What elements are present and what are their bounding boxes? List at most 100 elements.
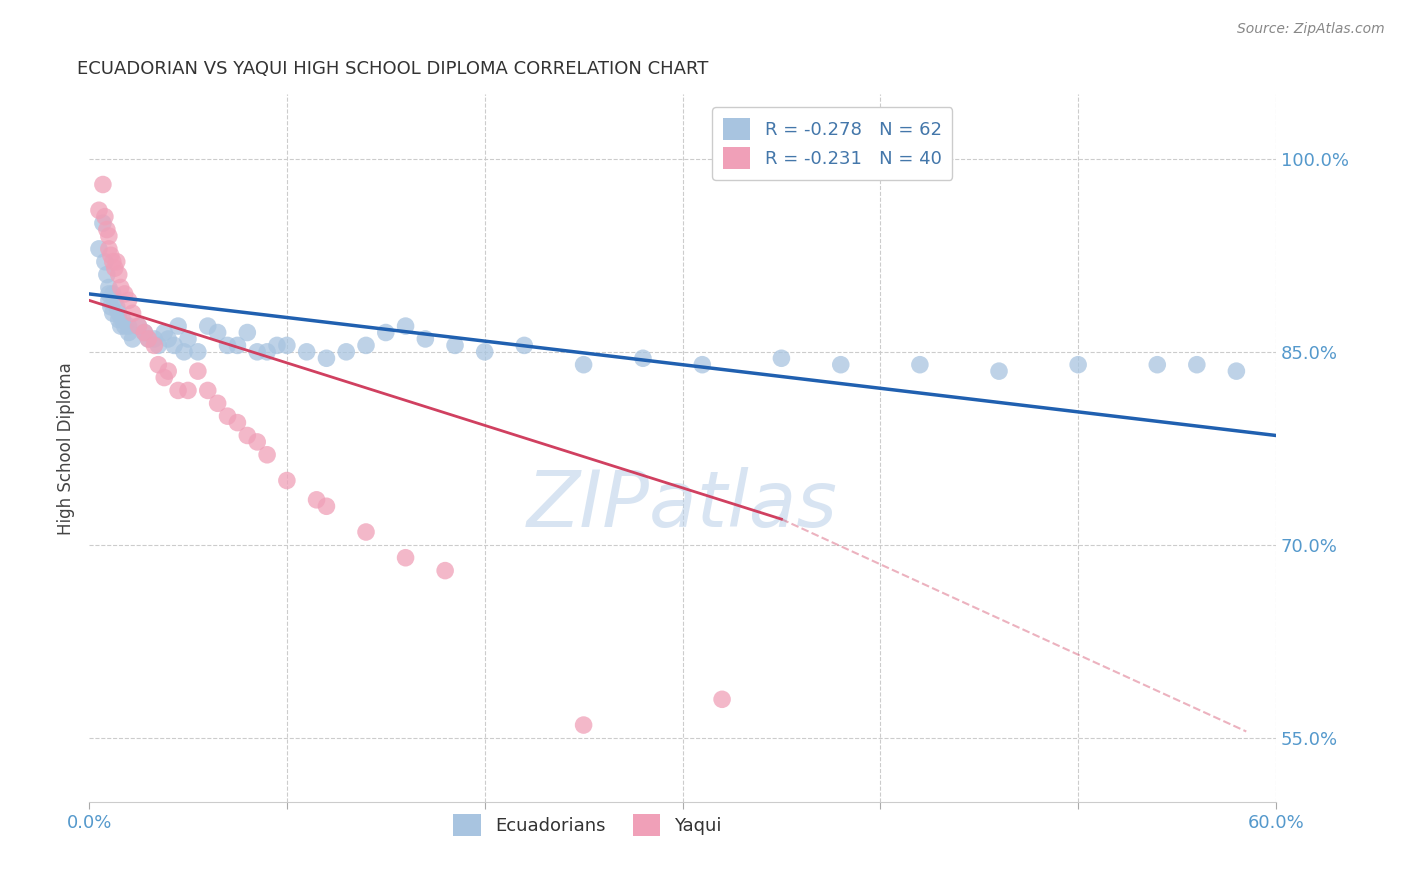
Point <box>276 474 298 488</box>
Point <box>128 319 150 334</box>
Point <box>110 319 132 334</box>
Point <box>114 287 136 301</box>
Point <box>138 332 160 346</box>
Point <box>315 500 337 514</box>
Point <box>101 287 124 301</box>
Point <box>177 384 200 398</box>
Point <box>315 351 337 366</box>
Point <box>87 242 110 256</box>
Point <box>207 326 229 340</box>
Point <box>94 254 117 268</box>
Point <box>143 332 166 346</box>
Point <box>96 268 118 282</box>
Text: Source: ZipAtlas.com: Source: ZipAtlas.com <box>1237 22 1385 37</box>
Point <box>167 319 190 334</box>
Point <box>177 332 200 346</box>
Point <box>266 338 288 352</box>
Point <box>117 293 139 308</box>
Point <box>830 358 852 372</box>
Point <box>572 718 595 732</box>
Point <box>167 384 190 398</box>
Point <box>415 332 437 346</box>
Point <box>91 178 114 192</box>
Point <box>117 326 139 340</box>
Point <box>217 338 239 352</box>
Text: ZIPatlas: ZIPatlas <box>527 467 838 543</box>
Point <box>153 370 176 384</box>
Point <box>394 550 416 565</box>
Point <box>104 261 127 276</box>
Point <box>117 319 139 334</box>
Text: ECUADORIAN VS YAQUI HIGH SCHOOL DIPLOMA CORRELATION CHART: ECUADORIAN VS YAQUI HIGH SCHOOL DIPLOMA … <box>77 60 709 78</box>
Point <box>114 319 136 334</box>
Point <box>97 280 120 294</box>
Point <box>434 564 457 578</box>
Point <box>153 326 176 340</box>
Point <box>305 492 328 507</box>
Point <box>335 344 357 359</box>
Point <box>207 396 229 410</box>
Point <box>197 319 219 334</box>
Point <box>1146 358 1168 372</box>
Point <box>107 268 129 282</box>
Point <box>374 326 396 340</box>
Point <box>474 344 496 359</box>
Point <box>110 280 132 294</box>
Point <box>908 358 931 372</box>
Point <box>91 216 114 230</box>
Point <box>354 524 377 539</box>
Point <box>96 222 118 236</box>
Point <box>100 300 122 314</box>
Point <box>134 326 156 340</box>
Point <box>256 344 278 359</box>
Point <box>100 248 122 262</box>
Point <box>97 293 120 308</box>
Point <box>354 338 377 352</box>
Point <box>107 312 129 326</box>
Point <box>97 287 120 301</box>
Point <box>134 326 156 340</box>
Point <box>1185 358 1208 372</box>
Point <box>1225 364 1247 378</box>
Point <box>1067 358 1090 372</box>
Point <box>101 306 124 320</box>
Point <box>128 319 150 334</box>
Point <box>87 203 110 218</box>
Point <box>157 332 180 346</box>
Point <box>236 326 259 340</box>
Point <box>631 351 654 366</box>
Point <box>101 254 124 268</box>
Point <box>138 332 160 346</box>
Point <box>107 306 129 320</box>
Point <box>148 338 170 352</box>
Point <box>94 210 117 224</box>
Point <box>105 254 128 268</box>
Point <box>690 358 713 372</box>
Point <box>226 416 249 430</box>
Y-axis label: High School Diploma: High School Diploma <box>58 362 75 534</box>
Point <box>148 358 170 372</box>
Point <box>104 293 127 308</box>
Point <box>246 344 269 359</box>
Point <box>217 409 239 424</box>
Point <box>157 364 180 378</box>
Point <box>711 692 734 706</box>
Point <box>988 364 1011 378</box>
Legend: Ecuadorians, Yaqui: Ecuadorians, Yaqui <box>446 806 728 843</box>
Point <box>187 364 209 378</box>
Point <box>187 344 209 359</box>
Point <box>121 332 143 346</box>
Point <box>513 338 536 352</box>
Point <box>97 242 120 256</box>
Point <box>236 428 259 442</box>
Point <box>163 338 186 352</box>
Point <box>173 344 195 359</box>
Point <box>256 448 278 462</box>
Point <box>97 229 120 244</box>
Point <box>394 319 416 334</box>
Point <box>246 434 269 449</box>
Point <box>276 338 298 352</box>
Point <box>121 306 143 320</box>
Point <box>770 351 793 366</box>
Point <box>444 338 467 352</box>
